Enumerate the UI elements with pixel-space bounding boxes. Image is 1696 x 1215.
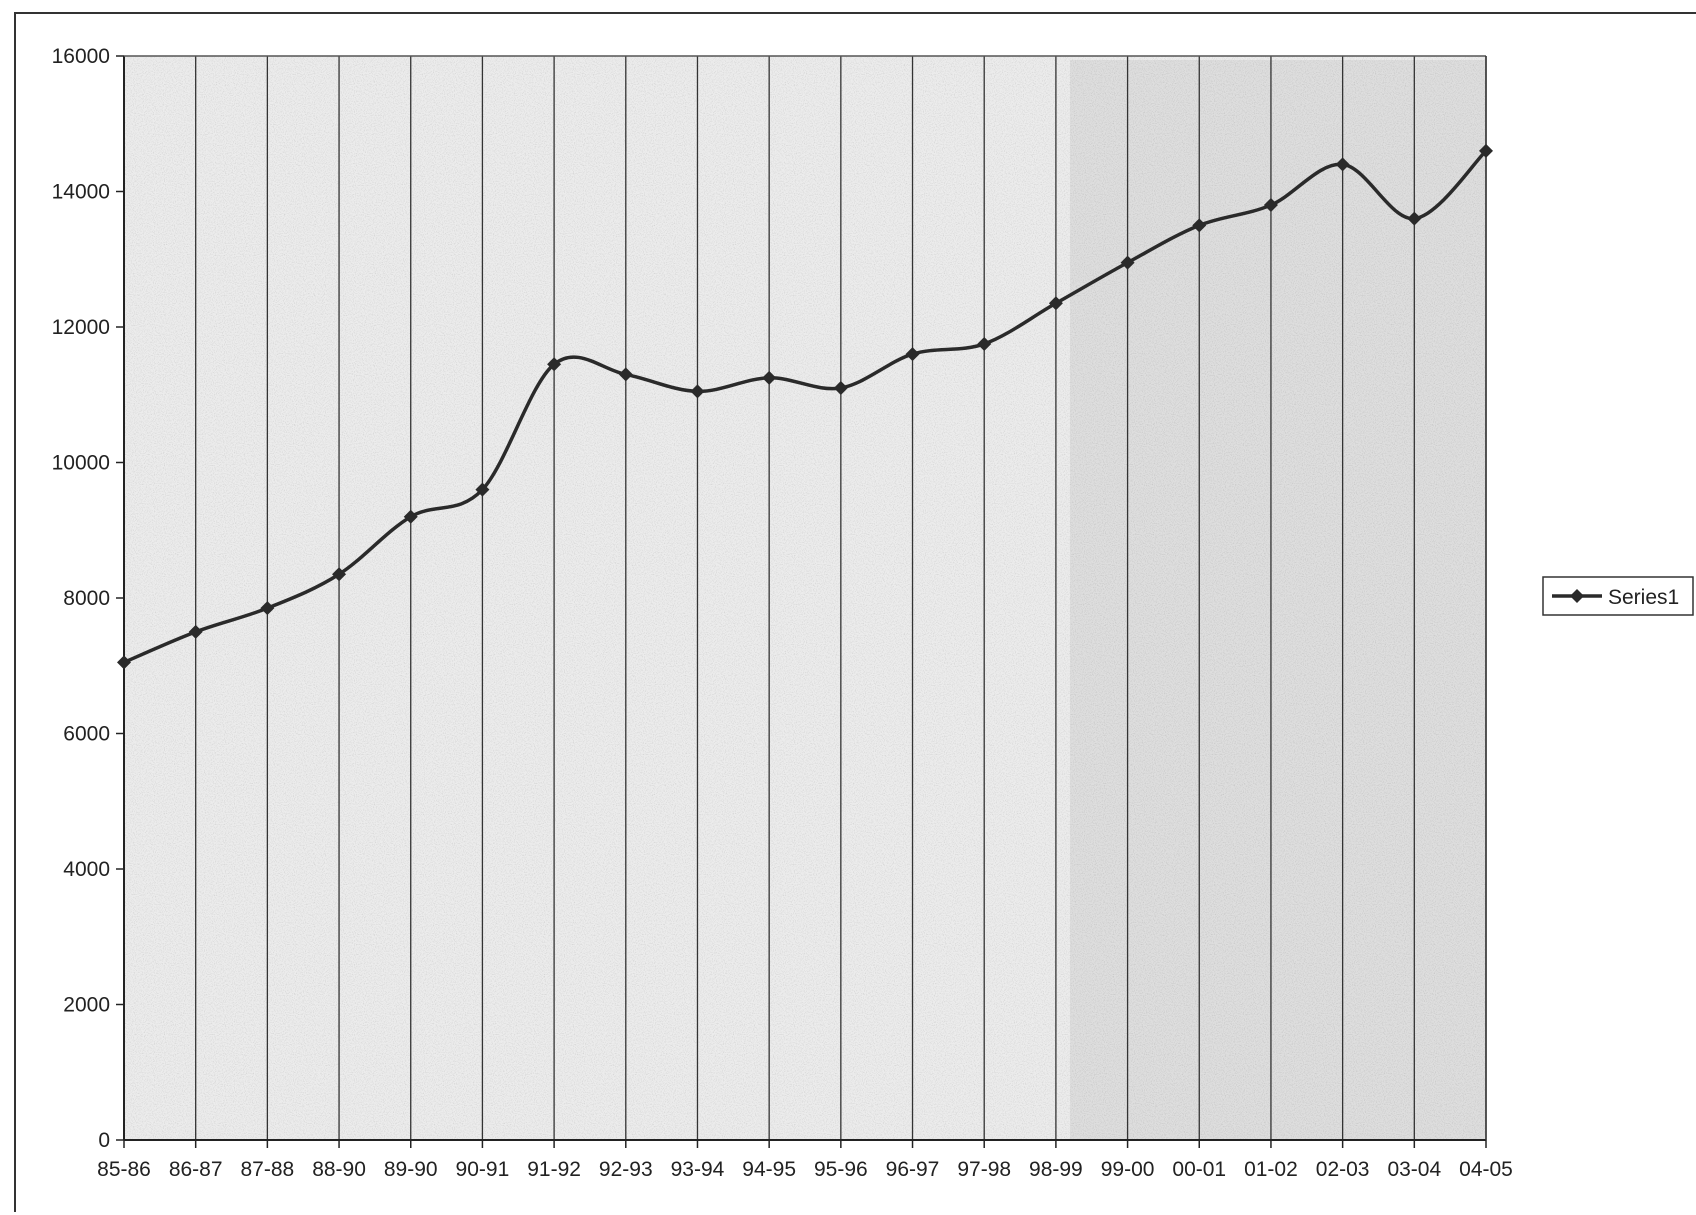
ytick-label-5: 10000 bbox=[52, 452, 110, 475]
data-point-90-91 bbox=[475, 482, 490, 497]
data-point-97-98 bbox=[977, 336, 992, 351]
data-point-01-02 bbox=[1263, 198, 1278, 213]
xtick-label-2: 87-88 bbox=[241, 1158, 295, 1181]
xtick-label-9: 94-95 bbox=[742, 1158, 796, 1181]
data-point-99-00 bbox=[1120, 255, 1135, 270]
xtick-label-8: 93-94 bbox=[671, 1158, 725, 1181]
ytick-label-7: 14000 bbox=[52, 181, 110, 204]
data-point-02-03 bbox=[1335, 157, 1350, 172]
legend-marker-icon bbox=[1570, 589, 1584, 603]
xtick-label-18: 03-04 bbox=[1387, 1158, 1441, 1181]
xtick-label-0: 85-86 bbox=[97, 1158, 151, 1181]
plot-grain bbox=[124, 56, 1486, 1140]
data-point-96-97 bbox=[905, 347, 920, 362]
data-point-85-86 bbox=[117, 655, 131, 670]
data-point-91-92 bbox=[547, 357, 562, 372]
data-point-92-93 bbox=[618, 367, 633, 382]
xtick-label-4: 89-90 bbox=[384, 1158, 438, 1181]
xtick-label-3: 88-90 bbox=[312, 1158, 366, 1181]
data-point-95-96 bbox=[833, 380, 848, 395]
legend-label: Series1 bbox=[1608, 586, 1679, 609]
ytick-label-3: 6000 bbox=[63, 723, 110, 746]
xtick-label-14: 99-00 bbox=[1101, 1158, 1155, 1181]
xtick-label-5: 90-91 bbox=[456, 1158, 510, 1181]
data-point-86-87 bbox=[188, 624, 203, 639]
xtick-label-6: 91-92 bbox=[527, 1158, 581, 1181]
data-point-00-01 bbox=[1192, 218, 1207, 233]
xtick-label-15: 00-01 bbox=[1172, 1158, 1226, 1181]
ytick-label-8: 16000 bbox=[52, 45, 110, 68]
chart-frame bbox=[14, 12, 1696, 1212]
xtick-label-7: 92-93 bbox=[599, 1158, 653, 1181]
data-point-03-04 bbox=[1407, 211, 1422, 226]
data-point-94-95 bbox=[762, 370, 777, 385]
ytick-label-2: 4000 bbox=[63, 858, 110, 881]
legend: Series1 bbox=[1542, 576, 1694, 616]
ytick-label-0: 0 bbox=[98, 1129, 110, 1152]
xtick-label-11: 96-97 bbox=[886, 1158, 940, 1181]
data-point-93-94 bbox=[690, 384, 705, 399]
ytick-label-4: 8000 bbox=[63, 587, 110, 610]
data-point-88-90 bbox=[332, 567, 347, 582]
xtick-label-19: 04-05 bbox=[1459, 1158, 1513, 1181]
xtick-label-16: 01-02 bbox=[1244, 1158, 1298, 1181]
xtick-label-12: 97-98 bbox=[957, 1158, 1011, 1181]
data-point-98-99 bbox=[1048, 296, 1063, 311]
data-point-89-90 bbox=[403, 509, 418, 524]
xtick-label-1: 86-87 bbox=[169, 1158, 223, 1181]
data-point-87-88 bbox=[260, 601, 275, 616]
plot-dark-band bbox=[1070, 60, 1486, 1140]
xtick-label-13: 98-99 bbox=[1029, 1158, 1083, 1181]
ytick-label-6: 12000 bbox=[52, 316, 110, 339]
ytick-label-1: 2000 bbox=[63, 994, 110, 1017]
xtick-label-10: 95-96 bbox=[814, 1158, 868, 1181]
data-point-04-05 bbox=[1479, 143, 1493, 158]
xtick-label-17: 02-03 bbox=[1316, 1158, 1370, 1181]
